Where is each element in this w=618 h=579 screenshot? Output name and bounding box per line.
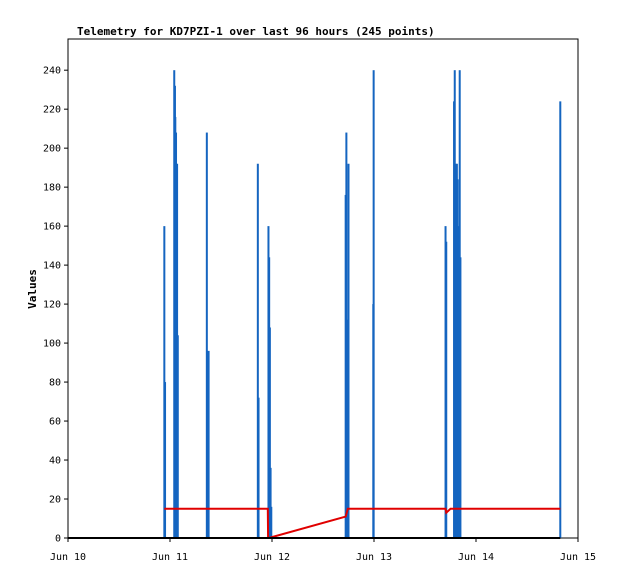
telemetry-bar — [268, 327, 271, 538]
y-tick-label: 100 — [43, 339, 61, 350]
y-tick-label: 60 — [49, 417, 61, 428]
y-tick-label: 20 — [49, 495, 61, 506]
telemetry-bar — [176, 335, 179, 538]
telemetry-bar — [457, 226, 460, 538]
telemetry-bar — [269, 467, 272, 538]
chart-title: Telemetry for KD7PZI-1 over last 96 hour… — [77, 25, 435, 38]
telemetry-bar — [345, 132, 348, 538]
y-tick-label: 120 — [43, 300, 61, 311]
x-tick-label: Jun 14 — [458, 552, 494, 563]
telemetry-bar — [207, 350, 210, 538]
x-tick-label: Jun 12 — [254, 552, 290, 563]
y-tick-label: 240 — [43, 66, 61, 77]
y-tick-label: 140 — [43, 261, 61, 272]
x-tick-label: Jun 11 — [152, 552, 188, 563]
plot-area-frame — [67, 38, 579, 539]
y-axis-ticks: 0 20 40 60 80 100 120 140 160 180 200 220 240 — [43, 66, 68, 545]
y-tick-label: 0 — [55, 534, 61, 545]
x-tick-label: Jun 10 — [50, 552, 86, 563]
x-tick-label: Jun 15 — [560, 552, 596, 563]
y-tick-label: 40 — [49, 456, 61, 467]
y-tick-label: 160 — [43, 222, 61, 233]
telemetry-bar — [372, 70, 375, 538]
y-tick-label: 80 — [49, 378, 61, 389]
telemetry-bar — [257, 397, 260, 538]
series-layer — [68, 70, 562, 539]
telemetry-bar — [559, 101, 562, 538]
x-tick-label: Jun 13 — [356, 552, 392, 563]
telemetry-bar — [205, 132, 208, 538]
telemetry-bar — [347, 163, 350, 538]
telemetry-bar — [454, 163, 457, 538]
y-axis-label: Values — [26, 269, 39, 309]
telemetry-bar — [206, 350, 209, 538]
y-tick-label: 200 — [43, 144, 61, 155]
x-axis-ticks: Jun 10 Jun 11 Jun 12 Jun 13 Jun 14 Jun 15 — [50, 538, 596, 563]
y-tick-label: 180 — [43, 183, 61, 194]
telemetry-bar — [445, 241, 448, 538]
telemetry-line — [164, 507, 561, 539]
telemetry-bar — [270, 506, 273, 538]
telemetry-bar — [256, 163, 259, 538]
telemetry-bar — [164, 382, 167, 538]
telemetry-bar — [459, 257, 462, 538]
y-tick-label: 220 — [43, 105, 61, 116]
telemetry-bar — [206, 506, 209, 538]
